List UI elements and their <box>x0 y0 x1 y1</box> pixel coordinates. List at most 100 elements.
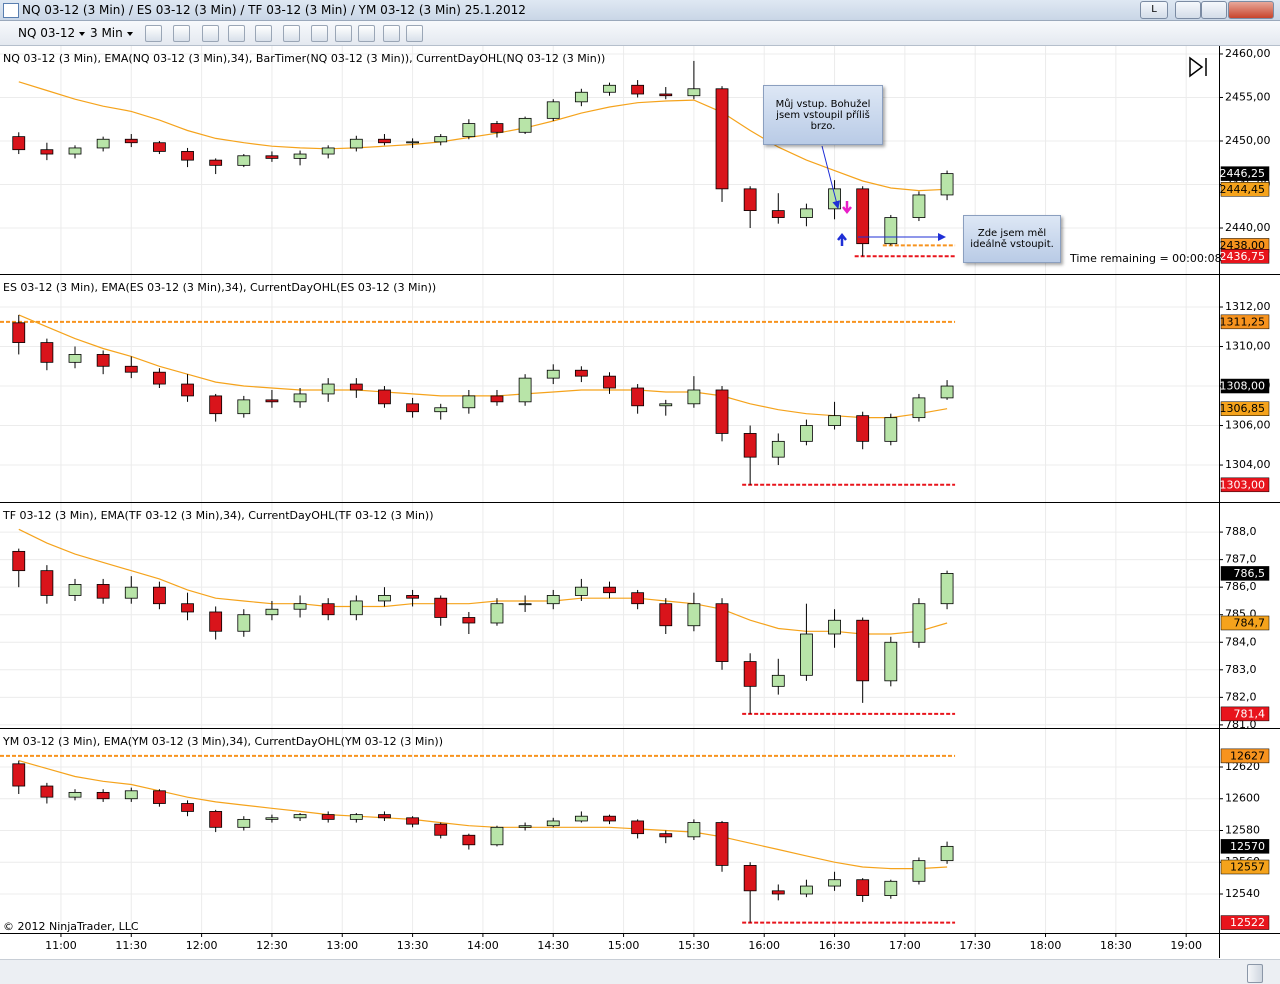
x-tick-label: 11:30 <box>115 939 147 952</box>
x-tick-label: 19:00 <box>1170 939 1202 952</box>
link-button[interactable]: L <box>1140 1 1168 19</box>
minimize-button[interactable] <box>1175 1 1201 19</box>
bar-type-button[interactable] <box>145 25 162 42</box>
candle-body <box>715 88 729 190</box>
y-tick-label: 788,0 <box>1225 525 1257 538</box>
toolbar: NQ 03-12 3 Min <box>0 21 1280 46</box>
y-tick-label: 12580 <box>1225 823 1260 836</box>
app-icon <box>3 3 19 18</box>
candle-body <box>265 608 279 616</box>
instrument-dropdown[interactable]: NQ 03-12 <box>14 25 87 41</box>
candle-body <box>884 417 898 442</box>
ema-line <box>18 314 948 419</box>
x-tick-label: 15:30 <box>678 939 710 952</box>
candle-body <box>349 600 363 616</box>
last-price-box <box>1220 839 1270 854</box>
level-box <box>1220 477 1270 493</box>
candle-body <box>68 584 82 596</box>
candle-body <box>293 153 307 159</box>
search-button[interactable] <box>283 25 300 42</box>
candle-body <box>940 845 954 862</box>
last-price-label: 2446,25 <box>1220 167 1266 180</box>
panel-title: TF 03-12 (3 Min), EMA(TF 03-12 (3 Min),3… <box>2 509 434 522</box>
last-price-label: 12570 <box>1230 840 1265 853</box>
cursor-button[interactable] <box>255 25 272 42</box>
candle-body <box>237 399 251 415</box>
candle-body <box>406 403 419 413</box>
period-dropdown[interactable]: 3 Min <box>86 25 135 41</box>
candle-body <box>40 570 54 596</box>
zoom-button[interactable] <box>202 25 219 42</box>
candle-body <box>659 403 673 407</box>
candle-body <box>434 823 448 836</box>
chart-trader-icon[interactable] <box>1189 56 1207 78</box>
candle-body <box>434 407 448 413</box>
ema-line <box>18 528 948 635</box>
annotation-callout: Můj vstup. Bohužel jsem vstoupil příliš … <box>763 85 883 145</box>
candle-body <box>378 389 391 405</box>
data-box-button[interactable] <box>311 25 328 42</box>
candle-body <box>181 383 194 397</box>
candle-body <box>12 550 26 572</box>
candle-body <box>68 147 82 155</box>
candle-body <box>631 387 645 407</box>
y-tick-label: 786,0 <box>1225 580 1257 593</box>
candle-body <box>743 188 757 212</box>
candle-body <box>687 88 701 97</box>
level-box <box>1220 249 1270 264</box>
candle-body <box>659 93 673 97</box>
candle-body <box>96 354 110 367</box>
drawing-tool-button[interactable] <box>173 25 190 42</box>
scrollbar[interactable] <box>0 959 1280 984</box>
x-tick-label: 15:00 <box>608 939 640 952</box>
y-tick-label: 1310,00 <box>1225 340 1271 353</box>
ema-box <box>1220 615 1270 631</box>
scroll-thumb[interactable] <box>1247 964 1263 983</box>
x-tick-label: 18:30 <box>1100 939 1132 952</box>
candle-body <box>687 822 701 838</box>
candle-body <box>800 208 813 218</box>
candle-body <box>153 142 166 152</box>
x-tick-label: 12:30 <box>256 939 288 952</box>
level-label: 781,4 <box>1234 707 1266 720</box>
indicators-button[interactable] <box>335 25 352 42</box>
x-tick-label: 14:00 <box>467 939 499 952</box>
last-price-box <box>1220 166 1270 181</box>
candle-body <box>490 123 504 133</box>
candle-body <box>406 595 419 599</box>
level-label: 12522 <box>1230 916 1265 929</box>
candle-body <box>124 790 138 800</box>
close-button[interactable] <box>1228 1 1274 19</box>
candle-body <box>237 614 251 632</box>
level-box <box>1220 748 1270 764</box>
candle-body <box>40 785 54 798</box>
candle-body <box>856 415 870 442</box>
candle-body <box>603 815 616 822</box>
templates-button[interactable] <box>383 25 400 42</box>
candle-body <box>518 117 532 133</box>
x-tick-label: 16:00 <box>748 939 780 952</box>
ema-label: 1306,85 <box>1220 402 1266 415</box>
copy-button[interactable] <box>406 25 423 42</box>
candle-body <box>237 155 251 166</box>
strategies-button[interactable] <box>358 25 375 42</box>
candle-body <box>181 603 194 613</box>
y-tick-label: 784,0 <box>1225 635 1257 648</box>
properties-button[interactable] <box>228 25 245 42</box>
candle-body <box>828 879 841 887</box>
candle-body <box>912 194 926 218</box>
window-title: NQ 03-12 (3 Min) / ES 03-12 (3 Min) / TF… <box>22 3 526 17</box>
candle-body <box>631 820 645 835</box>
y-tick-label: 2460,00 <box>1225 47 1271 60</box>
maximize-button[interactable] <box>1201 1 1227 19</box>
candle-body <box>124 138 138 144</box>
candle-body <box>40 149 54 155</box>
candle-body <box>293 393 307 403</box>
level-box <box>1220 706 1270 722</box>
candle-body <box>828 415 841 426</box>
panel-title: ES 03-12 (3 Min), EMA(ES 03-12 (3 Min),3… <box>3 281 436 294</box>
y-tick-label: 1304,00 <box>1225 458 1271 471</box>
x-tick-label: 17:30 <box>959 939 991 952</box>
